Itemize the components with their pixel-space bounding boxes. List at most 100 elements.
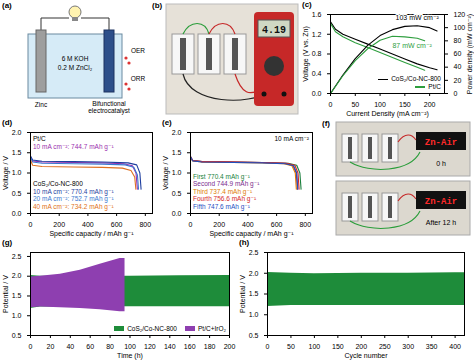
svg-text:2.5: 2.5 <box>249 249 259 256</box>
svg-text:140: 140 <box>164 343 176 350</box>
svg-text:120: 120 <box>454 11 466 18</box>
svg-text:0: 0 <box>454 90 458 97</box>
svg-text:160: 160 <box>184 343 196 350</box>
svg-text:Voltage / V: Voltage / V <box>162 156 170 190</box>
html-text:(d): (d) <box>2 118 13 127</box>
svg-text:electrocatalyst: electrocatalyst <box>88 107 130 115</box>
svg-text:40: 40 <box>454 63 462 70</box>
svg-text:800: 800 <box>139 221 151 228</box>
svg-text:100: 100 <box>374 101 386 108</box>
svg-text:20: 20 <box>47 343 55 350</box>
svg-text:100: 100 <box>124 343 136 350</box>
svg-text:4.19: 4.19 <box>262 25 286 36</box>
svg-text:400: 400 <box>449 343 461 350</box>
svg-text:100: 100 <box>454 24 466 31</box>
svg-text:103 mW cm⁻²: 103 mW cm⁻² <box>396 14 440 21</box>
svg-text:1.6: 1.6 <box>312 11 322 18</box>
svg-text:2.0: 2.0 <box>172 129 182 136</box>
svg-text:2.0: 2.0 <box>12 129 22 136</box>
svg-text:0.0: 0.0 <box>312 90 322 97</box>
svg-text:1.0: 1.0 <box>12 312 22 319</box>
svg-text:(a): (a) <box>2 1 12 10</box>
svg-text:0: 0 <box>189 221 193 228</box>
svg-text:60: 60 <box>86 343 94 350</box>
svg-text:0.0: 0.0 <box>12 210 22 217</box>
svg-text:400: 400 <box>242 221 254 228</box>
svg-text:Potential / V: Potential / V <box>2 275 9 313</box>
svg-text:0.0: 0.0 <box>172 210 182 217</box>
html-text:(g): (g) <box>2 238 13 247</box>
svg-text:0: 0 <box>329 101 333 108</box>
svg-text:600: 600 <box>111 221 123 228</box>
svg-text:1.0: 1.0 <box>172 169 182 176</box>
svg-text:180: 180 <box>204 343 216 350</box>
svg-text:0.2 M ZnCl₂: 0.2 M ZnCl₂ <box>58 64 93 71</box>
svg-text:800: 800 <box>299 221 311 228</box>
svg-text:50: 50 <box>287 343 295 350</box>
svg-text:0.5: 0.5 <box>12 189 22 196</box>
svg-text:150: 150 <box>332 343 344 350</box>
svg-text:1.2: 1.2 <box>312 30 322 37</box>
svg-text:Zn-Air: Zn-Air <box>425 197 457 207</box>
svg-text:0: 0 <box>29 221 33 228</box>
svg-text:150: 150 <box>399 101 411 108</box>
svg-text:(f): (f) <box>322 119 330 128</box>
svg-text:0.5: 0.5 <box>172 189 182 196</box>
svg-text:Zinc: Zinc <box>35 101 48 108</box>
svg-text:350: 350 <box>426 343 438 350</box>
svg-text:1.0: 1.0 <box>12 169 22 176</box>
svg-text:600: 600 <box>271 221 283 228</box>
svg-text:Voltage / V: Voltage / V <box>2 156 10 190</box>
svg-text:Zn-Air: Zn-Air <box>425 138 457 148</box>
svg-text:(b): (b) <box>152 1 163 10</box>
svg-text:0: 0 <box>29 343 33 350</box>
svg-text:200: 200 <box>53 221 65 228</box>
svg-text:OER: OER <box>131 47 145 54</box>
html-text:(c): (c) <box>302 0 312 9</box>
svg-text:200: 200 <box>224 343 236 350</box>
svg-text:2.0: 2.0 <box>249 269 259 276</box>
svg-text:100: 100 <box>309 343 321 350</box>
svg-text:0.8: 0.8 <box>312 50 322 57</box>
svg-text:Potential / V: Potential / V <box>239 275 246 313</box>
svg-text:Power density (mW cm⁻²): Power density (mW cm⁻²) <box>466 14 474 94</box>
svg-text:Bifunctional: Bifunctional <box>92 100 126 107</box>
svg-text:0.5: 0.5 <box>12 332 22 339</box>
svg-text:Specific capacity / mAh g⁻¹: Specific capacity / mAh g⁻¹ <box>209 230 294 238</box>
svg-text:0 h: 0 h <box>436 160 446 167</box>
svg-text:6 M KOH: 6 M KOH <box>62 55 89 62</box>
svg-text:120: 120 <box>144 343 156 350</box>
svg-text:Specific capacity / mAh g⁻¹: Specific capacity / mAh g⁻¹ <box>49 230 134 238</box>
svg-text:40: 40 <box>66 343 74 350</box>
svg-text:0: 0 <box>266 343 270 350</box>
svg-text:80: 80 <box>106 343 114 350</box>
svg-text:400: 400 <box>82 221 94 228</box>
svg-text:2.5: 2.5 <box>12 253 22 260</box>
svg-text:87 mW cm⁻²: 87 mW cm⁻² <box>392 42 432 49</box>
svg-text:200: 200 <box>424 101 436 108</box>
svg-text:1.5: 1.5 <box>12 292 22 299</box>
svg-text:80: 80 <box>454 37 462 44</box>
svg-text:After 12 h: After 12 h <box>426 219 456 226</box>
svg-text:2.0: 2.0 <box>12 272 22 279</box>
html-text:(e): (e) <box>162 118 172 127</box>
svg-text:250: 250 <box>379 343 391 350</box>
svg-text:200: 200 <box>213 221 225 228</box>
svg-text:1.5: 1.5 <box>172 149 182 156</box>
svg-text:1.5: 1.5 <box>12 149 22 156</box>
svg-text:Voltage (V vs. Zn): Voltage (V vs. Zn) <box>302 26 310 82</box>
svg-text:1.0: 1.0 <box>249 311 259 318</box>
svg-text:Time (h): Time (h) <box>117 352 143 360</box>
svg-text:0.5: 0.5 <box>249 332 259 339</box>
svg-text:60: 60 <box>454 50 462 57</box>
svg-text:ORR: ORR <box>131 75 146 82</box>
svg-text:Current Density (mA cm⁻²): Current Density (mA cm⁻²) <box>346 110 429 118</box>
svg-text:200: 200 <box>355 343 367 350</box>
html-text:(h): (h) <box>239 238 250 247</box>
svg-text:1.5: 1.5 <box>249 290 259 297</box>
svg-text:Cycle number: Cycle number <box>344 352 388 360</box>
svg-text:0.4: 0.4 <box>312 70 322 77</box>
svg-text:300: 300 <box>402 343 414 350</box>
svg-text:50: 50 <box>351 101 359 108</box>
svg-text:20: 20 <box>454 77 462 84</box>
